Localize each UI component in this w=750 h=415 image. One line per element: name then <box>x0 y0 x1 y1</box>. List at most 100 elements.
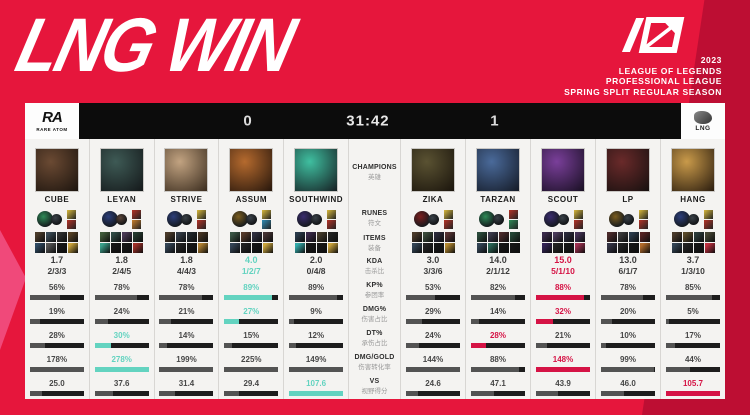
dmg-gold-bar <box>666 366 720 372</box>
items-grid <box>476 232 520 255</box>
anniversary-10-logo-icon <box>614 14 688 61</box>
item-icon <box>68 243 79 253</box>
kda-detail: 5/1/10 <box>551 266 575 276</box>
kda-value: 15.0 <box>554 255 572 265</box>
stats-panel: CUBE 1.7 2/3/3 56% 19% 28% 178% 25.0 LEYAN 1.8 2/4… <box>25 139 725 399</box>
summoner-spell-icon <box>638 209 648 219</box>
dt-bar <box>159 342 214 348</box>
label-cn: 伤害转化率 <box>358 364 391 371</box>
right-score: 1 <box>490 112 499 130</box>
portrait-wrap <box>476 139 520 194</box>
kp-stat: 78% <box>159 279 214 303</box>
secondary-rune-icon <box>427 213 439 225</box>
dmg-value: 29% <box>424 306 441 316</box>
kda-value: 1.8 <box>115 255 128 265</box>
champion-portrait <box>671 148 715 192</box>
item-icon <box>563 243 574 253</box>
kda-detail: 1/3/10 <box>681 266 705 276</box>
item-icon <box>411 232 422 242</box>
label-cn: 视野得分 <box>361 388 388 395</box>
item-icon <box>327 243 338 253</box>
kp-stat: 89% <box>224 279 279 303</box>
kp-value: 82% <box>489 282 506 292</box>
kp-bar <box>289 294 344 300</box>
vision-score-bar <box>159 390 214 396</box>
label-kp: KP% 参团率 <box>349 279 400 303</box>
dmg-bar-fill <box>471 318 479 324</box>
item-icon <box>164 243 175 253</box>
item-icon <box>111 232 122 242</box>
label-vision-score: VS 视野得分 <box>349 375 400 399</box>
summoner-spells <box>703 209 713 229</box>
kda-detail: 4/4/3 <box>177 266 196 276</box>
kp-value: 88% <box>554 282 571 292</box>
secondary-rune-icon <box>51 213 63 225</box>
dmg-value: 32% <box>554 306 571 316</box>
dmg-gold-value: 199% <box>176 354 197 364</box>
vision-score-bar-fill <box>471 390 495 396</box>
dmg-bar-fill <box>406 318 422 324</box>
vision-score-bar <box>406 390 460 396</box>
dmg-gold-stat: 178% <box>29 351 84 375</box>
runes-row <box>37 206 77 232</box>
vision-score-bar <box>224 390 279 396</box>
dt-value: 15% <box>243 330 260 340</box>
dmg-gold-value: 225% <box>241 354 262 364</box>
dt-bar-fill <box>159 342 168 348</box>
items-grid <box>294 232 338 255</box>
dmg-stat: 24% <box>94 303 149 327</box>
dmg-gold-bar-fill <box>601 366 655 372</box>
dt-stat: 12% <box>289 327 344 351</box>
dmg-gold-bar-fill <box>406 366 460 372</box>
dt-value: 24% <box>424 330 441 340</box>
player-column-strive: STRIVE 1.8 4/4/3 78% 21% 14% 199% 31.4 <box>155 139 220 399</box>
secondary-rune-icon <box>622 213 634 225</box>
dmg-gold-bar-fill <box>666 366 690 372</box>
vision-score-bar-fill <box>666 390 720 396</box>
kda-value: 4.0 <box>245 255 258 265</box>
vision-score-value: 31.4 <box>178 378 195 388</box>
dmg-gold-bar-fill <box>29 366 84 372</box>
item-icon <box>175 232 186 242</box>
kp-stat: 53% <box>406 279 460 303</box>
player-name: ASSUM <box>235 195 267 204</box>
vision-score-bar-fill <box>289 390 344 396</box>
item-icon <box>498 243 509 253</box>
items-grid <box>164 232 208 255</box>
dmg-bar <box>536 318 590 324</box>
dt-bar-fill <box>666 342 676 348</box>
season-line: PROFESSIONAL LEAGUE <box>605 76 722 86</box>
dmg-gold-bar <box>471 366 525 372</box>
item-icon <box>175 243 186 253</box>
item-icon <box>704 232 715 242</box>
champion-portrait <box>606 148 650 192</box>
dmg-gold-bar-fill <box>224 366 279 372</box>
item-icon <box>704 243 715 253</box>
secondary-rune-icon <box>687 213 699 225</box>
portrait-wrap <box>541 139 585 194</box>
runes-row <box>166 206 206 232</box>
item-icon <box>628 243 639 253</box>
dmg-gold-bar <box>406 366 460 372</box>
dmg-gold-stat: 148% <box>536 351 590 375</box>
dt-bar-fill <box>601 342 607 348</box>
dt-value: 17% <box>684 330 701 340</box>
vision-score-value: 43.9 <box>555 378 571 388</box>
player-name: HANG <box>680 195 706 204</box>
item-icon <box>411 243 422 253</box>
dmg-bar-fill <box>601 318 612 324</box>
keystone-rune-icon <box>231 211 248 227</box>
dmg-bar <box>159 318 214 324</box>
keystone-rune-icon <box>673 211 690 227</box>
kda-stat: 1.7 2/3/3 <box>47 255 66 279</box>
item-icon <box>305 243 316 253</box>
kp-value: 78% <box>619 282 636 292</box>
dmg-gold-stat: 199% <box>159 351 214 375</box>
dmg-bar-fill <box>224 318 239 324</box>
vision-score-value: 24.6 <box>425 378 441 388</box>
item-icon <box>682 243 693 253</box>
score-bar: RA RARE ATOM 0 31:42 1 LNG <box>25 103 725 139</box>
dmg-gold-stat: 278% <box>94 351 149 375</box>
dmg-value: 5% <box>687 306 699 316</box>
vision-score-value: 105.7 <box>682 378 704 388</box>
